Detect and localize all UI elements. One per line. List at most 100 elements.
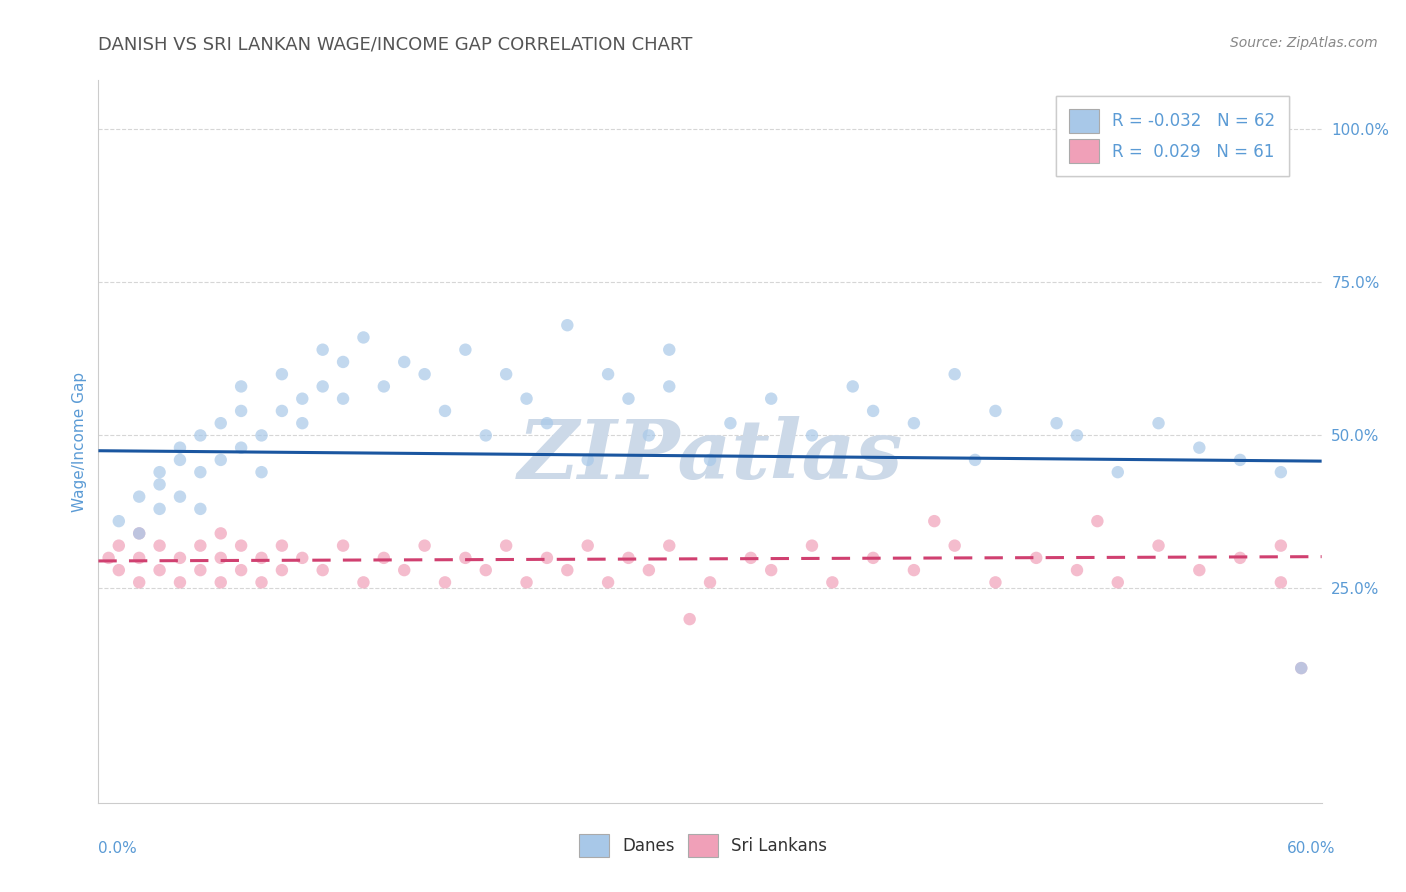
Point (332, 539, 354, 553)
Point (352, 330, 374, 344)
Point (516, 392, 538, 406)
Point (231, 404, 253, 418)
Point (231, 379, 253, 393)
Point (454, 343, 477, 357)
Point (188, 563, 212, 577)
Point (536, 550, 558, 565)
Point (1270, 465, 1292, 479)
Point (250, 550, 273, 565)
Point (128, 526, 150, 541)
Point (801, 539, 824, 553)
Point (903, 563, 925, 577)
Point (352, 575, 374, 590)
Point (658, 379, 681, 393)
Point (658, 539, 681, 553)
Point (291, 416, 314, 430)
Point (922, 514, 945, 528)
Point (555, 563, 579, 577)
Text: 0.0%: 0.0% (98, 841, 138, 856)
Point (943, 367, 966, 381)
Point (598, 575, 620, 590)
Point (1188, 563, 1211, 577)
Point (1229, 453, 1251, 467)
Point (169, 550, 191, 565)
Point (128, 575, 150, 590)
Point (984, 404, 1007, 418)
Point (332, 355, 354, 369)
Point (128, 550, 150, 565)
Point (332, 392, 354, 406)
Point (555, 318, 579, 333)
Point (862, 550, 884, 565)
Point (1291, 661, 1313, 675)
Point (1107, 465, 1129, 479)
Point (291, 392, 314, 406)
Point (576, 453, 599, 467)
Point (149, 539, 172, 553)
Point (495, 367, 517, 381)
Point (392, 355, 416, 369)
Point (821, 575, 844, 590)
Point (188, 428, 212, 442)
Point (209, 453, 232, 467)
Point (1229, 550, 1251, 565)
Point (373, 379, 395, 393)
Point (209, 416, 232, 430)
Point (536, 416, 558, 430)
Point (1188, 441, 1211, 455)
Point (169, 453, 191, 467)
Point (841, 379, 863, 393)
Text: DANISH VS SRI LANKAN WAGE/INCOME GAP CORRELATION CHART: DANISH VS SRI LANKAN WAGE/INCOME GAP COR… (98, 36, 693, 54)
Point (149, 465, 172, 479)
Point (231, 539, 253, 553)
Point (108, 514, 131, 528)
Point (128, 526, 150, 541)
Point (270, 539, 294, 553)
Legend: Danes, Sri Lankans: Danes, Sri Lankans (571, 826, 835, 866)
Point (149, 477, 172, 491)
Point (250, 428, 273, 442)
Point (231, 441, 253, 455)
Point (454, 550, 477, 565)
Point (149, 563, 172, 577)
Point (1147, 416, 1170, 430)
Point (312, 563, 335, 577)
Point (801, 428, 824, 442)
Point (1045, 416, 1069, 430)
Point (1066, 428, 1088, 442)
Point (943, 539, 966, 553)
Point (617, 550, 640, 565)
Point (392, 563, 416, 577)
Point (312, 379, 335, 393)
Point (474, 428, 498, 442)
Point (1025, 550, 1047, 565)
Point (658, 343, 681, 357)
Point (169, 441, 191, 455)
Point (108, 563, 131, 577)
Point (679, 612, 702, 626)
Point (169, 575, 191, 590)
Point (495, 539, 517, 553)
Point (1270, 539, 1292, 553)
Point (434, 575, 457, 590)
Point (291, 550, 314, 565)
Point (188, 465, 212, 479)
Point (1147, 539, 1170, 553)
Point (413, 367, 436, 381)
Point (188, 502, 212, 516)
Point (270, 404, 294, 418)
Legend: R = -0.032   N = 62, R =  0.029   N = 61: R = -0.032 N = 62, R = 0.029 N = 61 (1056, 95, 1289, 177)
Point (270, 367, 294, 381)
Point (1107, 575, 1129, 590)
Point (617, 392, 640, 406)
Point (718, 416, 742, 430)
Point (169, 490, 191, 504)
Point (474, 563, 498, 577)
Point (250, 575, 273, 590)
Point (965, 453, 987, 467)
Point (209, 526, 232, 541)
Point (761, 563, 783, 577)
Point (699, 453, 721, 467)
Point (761, 392, 783, 406)
Point (270, 563, 294, 577)
